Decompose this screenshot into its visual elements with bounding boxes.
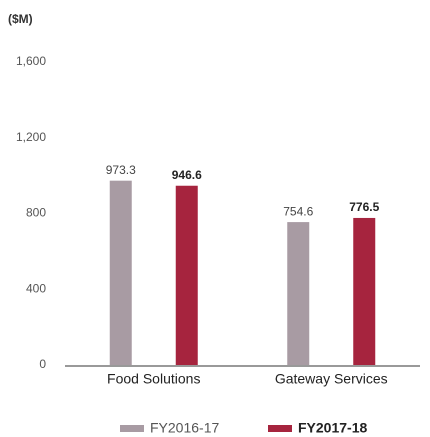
y-tick-label: 1,200	[16, 130, 46, 144]
y-tick-label: 0	[39, 357, 46, 371]
legend-label: FY2017-18	[298, 420, 367, 436]
data-label: 776.5	[349, 200, 379, 214]
bar	[109, 180, 132, 365]
bar	[287, 222, 310, 365]
legend-label: FY2016-17	[150, 420, 219, 436]
legend-swatch	[120, 425, 144, 432]
data-label: 946.6	[172, 168, 202, 182]
data-label: 973.3	[106, 163, 136, 177]
x-tick-label: Food Solutions	[107, 371, 200, 387]
legend-swatch	[268, 425, 292, 432]
bar	[175, 185, 198, 365]
data-label: 754.6	[283, 204, 313, 218]
y-tick-label: 400	[26, 281, 46, 295]
y-tick-label: 1,600	[16, 54, 46, 68]
bar	[353, 217, 376, 365]
y-axis-label: ($M)	[8, 12, 33, 26]
x-tick-label: Gateway Services	[275, 371, 388, 387]
y-tick-label: 800	[26, 206, 46, 220]
